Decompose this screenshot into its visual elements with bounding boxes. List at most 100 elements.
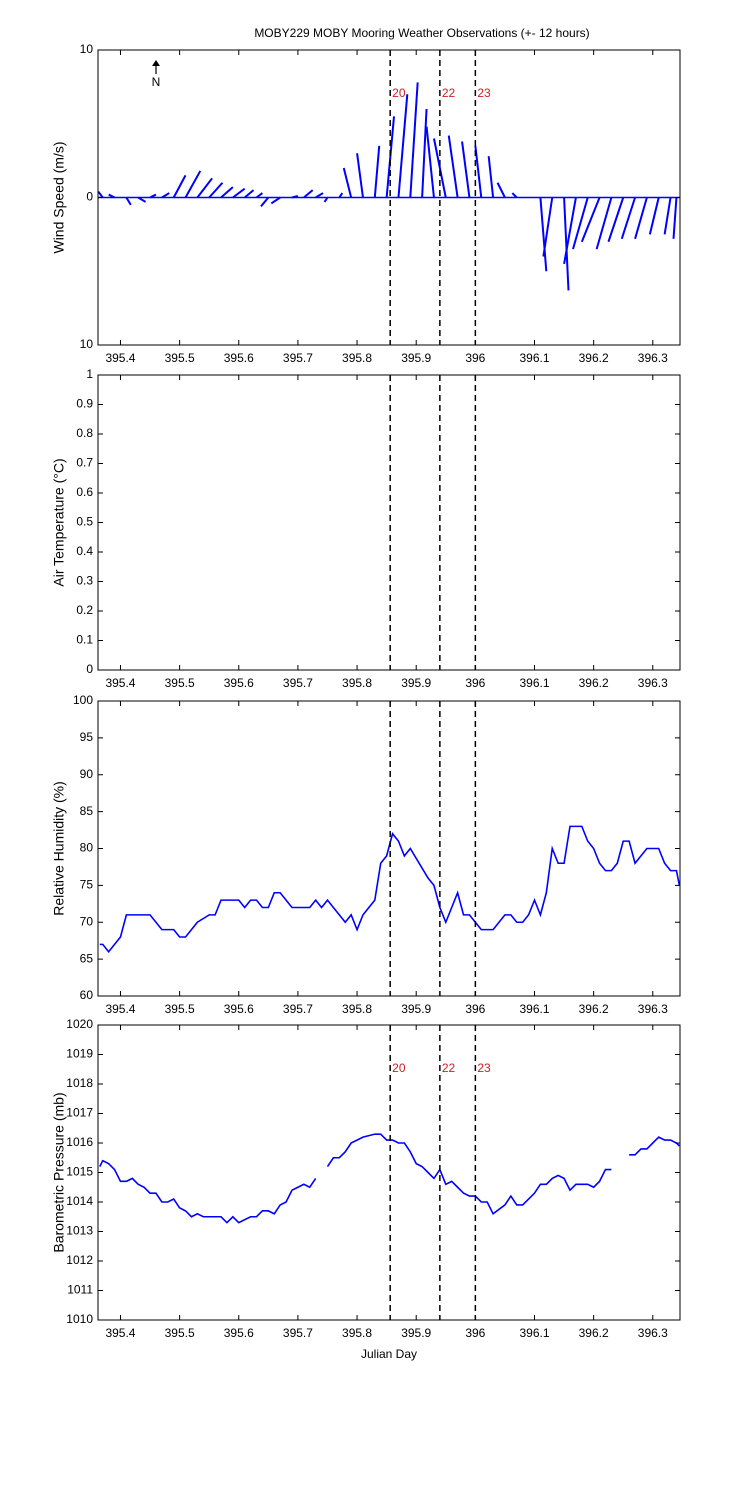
wind-stick <box>108 193 116 199</box>
wind-stick <box>303 189 314 199</box>
x-tick-label: 395.4 <box>105 676 135 690</box>
plot-content <box>98 82 680 291</box>
wind-stick <box>260 196 270 207</box>
x-tick-label: 396.1 <box>519 351 549 365</box>
wind-stick <box>291 195 299 199</box>
x-tick-label: 396.1 <box>519 676 549 690</box>
wind-stick <box>409 82 419 198</box>
wind-stick <box>149 193 157 199</box>
x-tick-label: 396 <box>465 351 485 365</box>
x-tick-label: 396.3 <box>638 1326 668 1340</box>
wind-stick <box>607 197 625 243</box>
x-tick-label: 396.3 <box>638 676 668 690</box>
y-tick-label: 0 <box>86 662 93 676</box>
y-tick-label: 0.6 <box>76 485 93 499</box>
y-tick-label: 0.3 <box>76 574 93 588</box>
y-tick-label: 1013 <box>66 1224 93 1238</box>
y-tick-label: 1016 <box>66 1135 93 1149</box>
event-label: 22 <box>442 1061 456 1075</box>
wind-stick <box>397 94 409 198</box>
y-axis-label: Air Temperature (°C) <box>51 458 67 586</box>
wind-stick <box>648 197 660 235</box>
wind-stick <box>432 138 447 198</box>
wind-stick <box>172 174 187 198</box>
wind-stick <box>338 192 344 199</box>
y-tick-label: 1011 <box>67 1283 93 1297</box>
y-axis-label: Wind Speed (m/s) <box>51 141 67 253</box>
wind-stick <box>356 153 364 198</box>
wind-stick <box>511 192 518 199</box>
y-tick-label: 10 <box>80 337 94 351</box>
wind-stick <box>196 177 213 199</box>
north-arrow-head <box>152 60 160 66</box>
x-axis-label: Julian Day <box>361 1347 417 1361</box>
x-tick-label: 395.9 <box>401 1002 431 1016</box>
y-tick-label: 0.2 <box>76 603 93 617</box>
wind-stick <box>672 197 678 239</box>
x-tick-label: 395.5 <box>165 676 195 690</box>
wind-stick <box>563 197 577 265</box>
x-tick-label: 396.2 <box>579 1002 609 1016</box>
wind-stick <box>232 187 246 199</box>
plot-frame <box>97 700 681 997</box>
wind-stick <box>184 170 202 198</box>
wind-stick <box>572 197 589 250</box>
x-tick-label: 396.2 <box>579 351 609 365</box>
x-tick-label: 396.2 <box>579 1326 609 1340</box>
data-line <box>629 1136 680 1156</box>
event-label: 20 <box>392 1061 406 1075</box>
x-tick-label: 395.7 <box>283 351 313 365</box>
chart-title: MOBY229 MOBY Mooring Weather Observation… <box>254 26 589 40</box>
x-tick-label: 395.9 <box>401 1326 431 1340</box>
x-tick-label: 395.8 <box>342 351 372 365</box>
y-tick-label: 0.1 <box>76 633 93 647</box>
wind-stick <box>342 167 353 198</box>
y-tick-label: 0.5 <box>76 515 93 529</box>
data-line <box>326 1133 612 1216</box>
x-tick-label: 395.6 <box>224 351 254 365</box>
plot-content <box>99 825 680 954</box>
x-tick-label: 395.6 <box>224 676 254 690</box>
event-label: 23 <box>477 86 491 100</box>
y-tick-label: 1015 <box>66 1165 93 1179</box>
plot-area <box>98 1025 680 1320</box>
wind-stick <box>595 197 613 250</box>
x-tick-label: 395.7 <box>283 676 313 690</box>
wind-stick <box>580 197 601 243</box>
x-tick-label: 396 <box>465 1002 485 1016</box>
plot-frame <box>97 49 681 346</box>
y-tick-label: 100 <box>73 693 93 707</box>
y-tick-label: 1017 <box>66 1106 93 1120</box>
wind-stick <box>634 197 648 240</box>
wind-stick <box>373 145 381 198</box>
wind-stick <box>255 192 264 199</box>
x-tick-label: 396.3 <box>638 1002 668 1016</box>
x-tick-label: 395.4 <box>105 351 135 365</box>
wind-stick <box>542 197 554 257</box>
wind-stick <box>421 108 428 198</box>
y-axis-label: Relative Humidity (%) <box>51 781 67 916</box>
y-tick-label: 85 <box>80 804 94 818</box>
event-label: 23 <box>477 1061 491 1075</box>
y-tick-label: 0.9 <box>76 397 93 411</box>
wind-stick <box>244 189 255 199</box>
wind-stick <box>137 196 147 203</box>
wind-stick <box>474 145 483 198</box>
y-tick-label: 75 <box>80 878 94 892</box>
wind-stick <box>563 197 570 291</box>
wind-stick <box>220 186 234 199</box>
wind-stick <box>425 126 435 198</box>
plot-frame <box>97 1024 681 1321</box>
y-tick-label: 90 <box>80 767 94 781</box>
wind-stick <box>663 197 672 235</box>
event-label: 20 <box>392 86 406 100</box>
y-tick-label: 65 <box>80 951 94 965</box>
wind-stick <box>487 156 495 198</box>
y-tick-label: 1020 <box>66 1017 93 1031</box>
wind-stick <box>161 192 170 199</box>
y-tick-label: 80 <box>80 841 94 855</box>
x-tick-label: 395.5 <box>165 1326 195 1340</box>
wind-stick <box>208 182 224 199</box>
x-tick-label: 395.7 <box>283 1002 313 1016</box>
